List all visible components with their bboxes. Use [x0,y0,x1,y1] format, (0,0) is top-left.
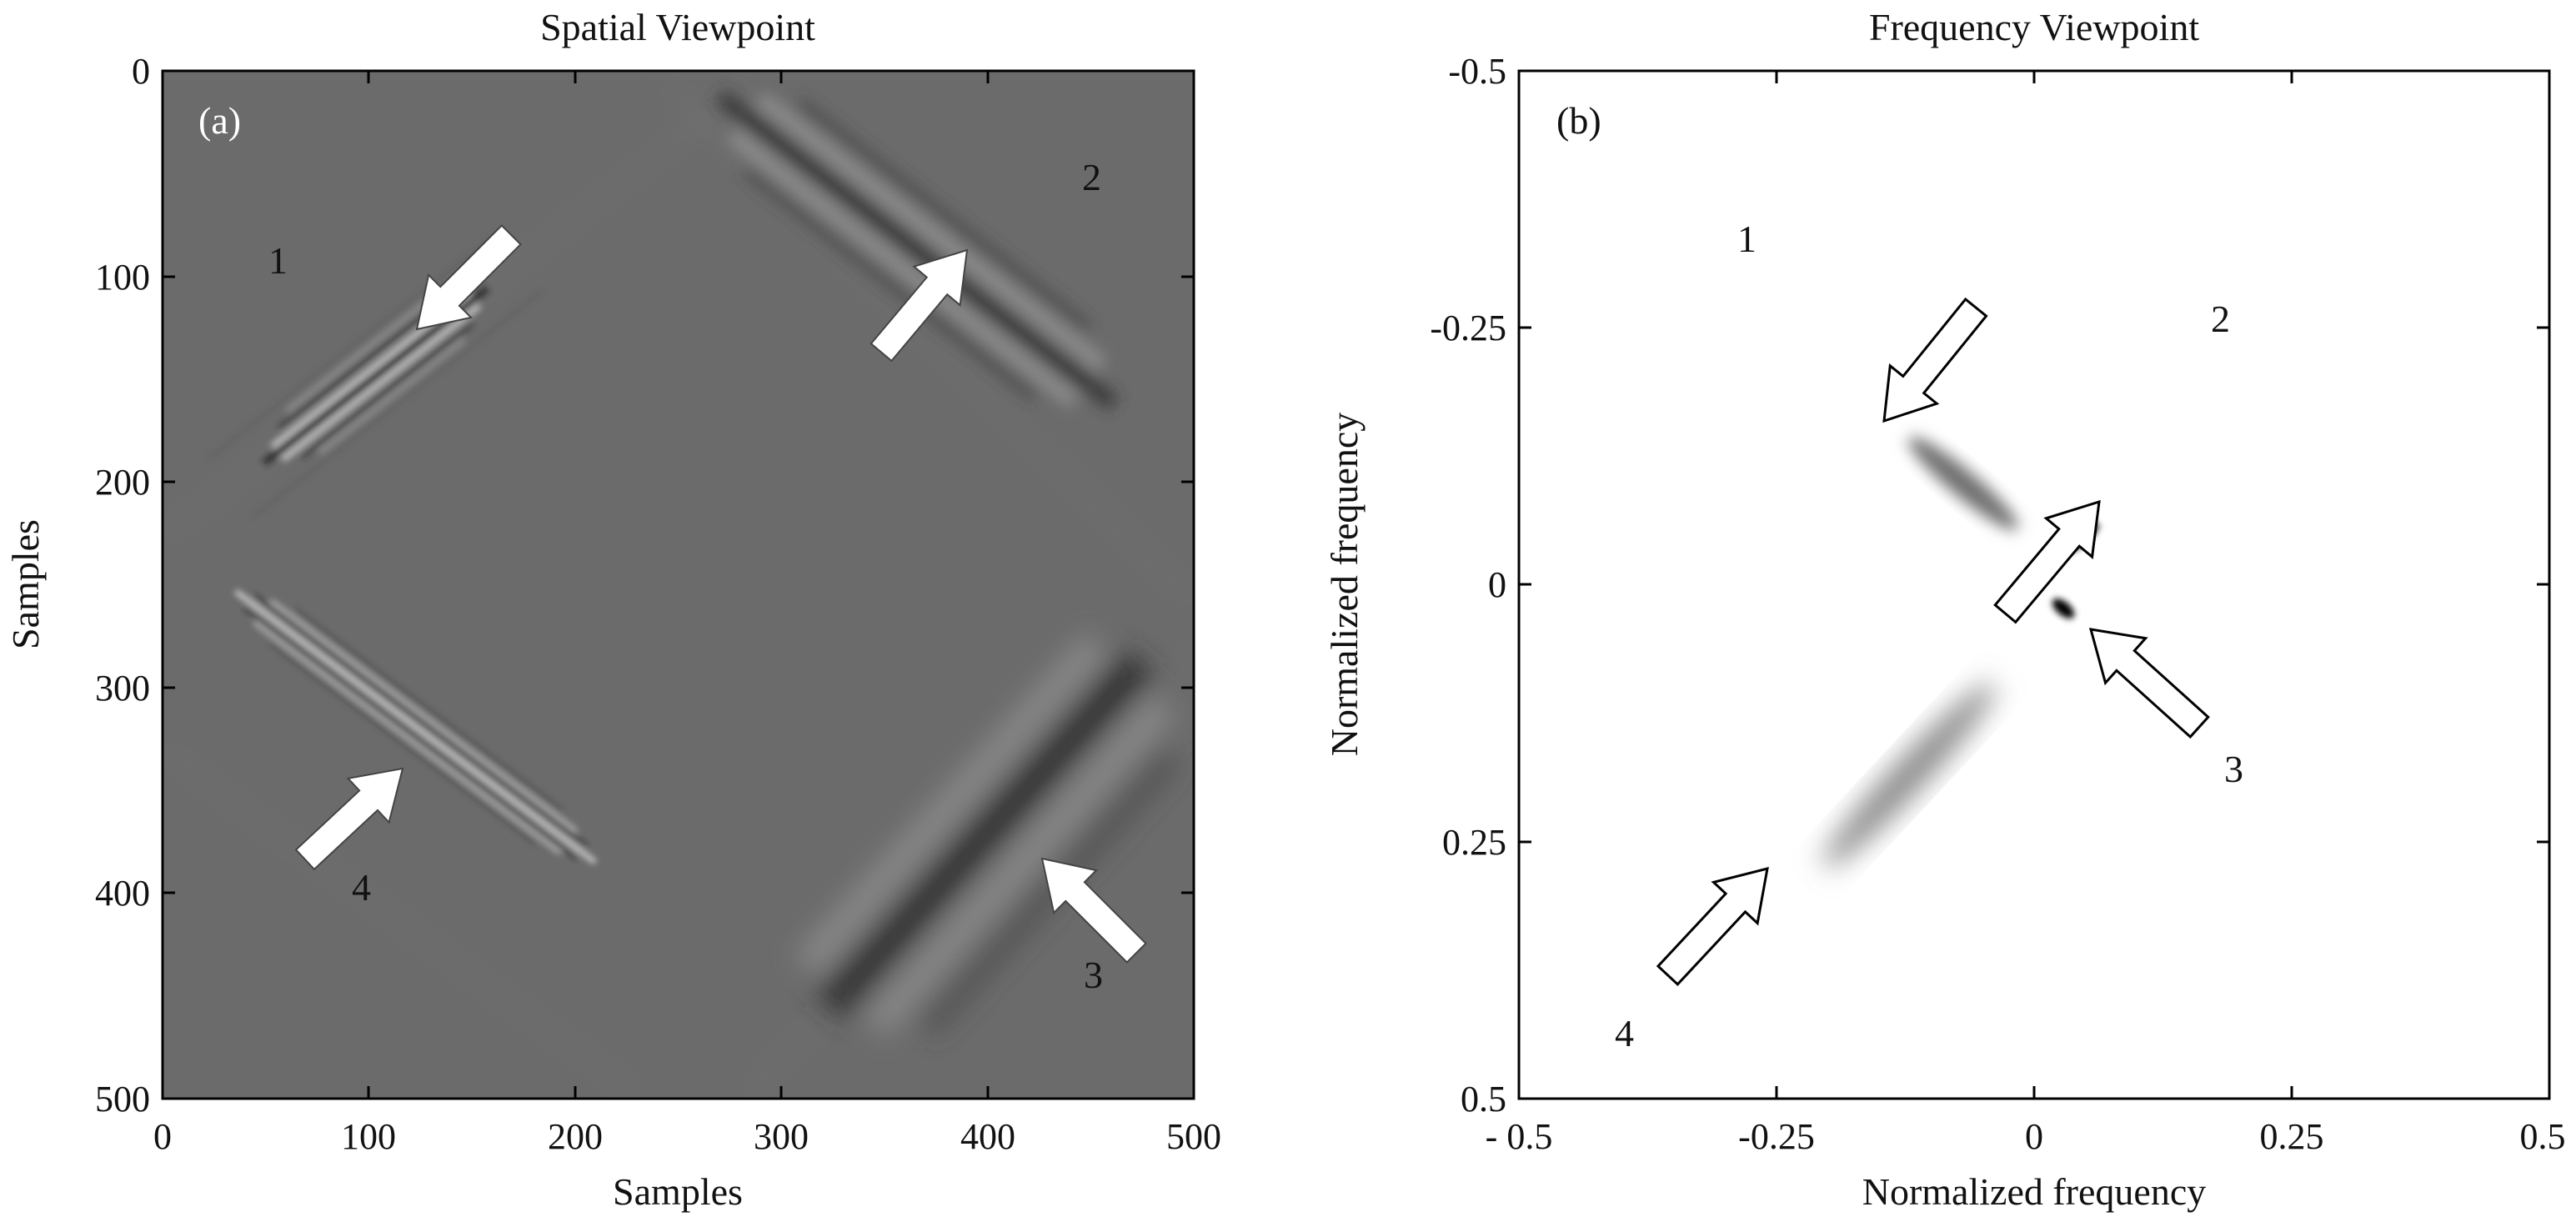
panel-b-arrows [1656,297,2210,987]
spectrum-blob-4 [1822,683,1996,868]
panel-b-ytick-label: 0 [1488,564,1506,605]
panel-b: Frequency Viewpoint - 0.5 -0.25 0 [1323,6,2566,1213]
panel-b-xtick-label: - 0.5 [1486,1116,1553,1157]
panel-a-image-content [163,78,1194,1097]
panel-b-ytick-label: 0.25 [1442,822,1506,863]
arrow-3-icon [1040,857,1147,964]
panel-a-xlabel: Samples [613,1170,743,1213]
panel-a-image-background [163,71,1194,1099]
panel-a-ytick-label: 0 [132,51,150,92]
panel-a-xtick-label: 200 [548,1116,603,1157]
spectrum-blob-3 [2052,598,2075,619]
panel-b-arrow-label-3: 3 [2224,748,2243,790]
panel-b-arrow-label-4: 4 [1615,1012,1634,1054]
arrow-3-icon [2088,628,2210,739]
arrow-4-icon [1656,866,1769,987]
panel-a-ytick-label: 100 [95,257,150,298]
panel-a-axes-frame [161,69,1195,1100]
panel-a-xtick-label: 0 [153,1116,172,1157]
panel-a-ytick-label: 400 [95,873,150,914]
panel-a-xtick-label: 100 [341,1116,396,1157]
panel-b-tag: (b) [1556,99,1601,142]
panel-b-xlabel: Normalized frequency [1862,1170,2207,1213]
pattern-2 [714,89,1120,411]
panel-a-tag: (a) [198,99,241,142]
arrow-1-icon [415,224,522,331]
panel-b-arrow-label-1: 1 [1737,218,1757,260]
panel-a-arrow-label-4: 4 [352,866,371,909]
spectrum-blob-1 [1908,437,2018,530]
panel-a-arrow-label-1: 1 [268,239,288,282]
panel-a: Spatial Viewpoint [4,6,1221,1213]
pattern-1 [207,232,544,518]
panel-a-ytick-label: 200 [95,462,150,503]
panel-b-xtick-label: -0.25 [1738,1116,1815,1157]
panel-b-ytick-label: -0.5 [1448,51,1506,92]
panel-b-xtick-label: 0.25 [2260,1116,2324,1157]
panel-b-ylabel: Normalized frequency [1323,413,1366,757]
arrow-2-icon [1993,499,2101,624]
panel-a-ytick-label: 300 [95,668,150,709]
arrow-2-icon [870,248,969,363]
panel-a-arrow-label-2: 2 [1082,156,1101,198]
panel-a-arrow-label-3: 3 [1084,954,1103,996]
panel-b-arrow-label-2: 2 [2211,298,2230,340]
panel-a-xtick-label: 500 [1166,1116,1221,1157]
panel-b-tick-marks [1517,69,2551,1100]
panel-a-arrows [294,224,1147,964]
panel-a-title: Spatial Viewpoint [540,6,815,48]
panel-b-xtick-label: 0.5 [2520,1116,2566,1157]
pattern-4 [234,589,597,864]
arrow-4-icon [294,767,404,871]
arrow-1-icon [1882,297,1988,423]
panel-a-tick-marks [161,69,1195,1100]
panel-a-xtick-label: 400 [960,1116,1015,1157]
panel-a-ylabel: Samples [4,519,47,649]
panel-b-title: Frequency Viewpoint [1869,6,2199,48]
panel-b-ytick-label: -0.25 [1430,308,1506,348]
panel-b-xtick-label: 0 [2025,1116,2043,1157]
panel-a-xtick-label: 300 [754,1116,809,1157]
panel-b-ytick-label: 0.5 [1461,1079,1506,1119]
panel-a-ytick-label: 500 [95,1079,150,1119]
